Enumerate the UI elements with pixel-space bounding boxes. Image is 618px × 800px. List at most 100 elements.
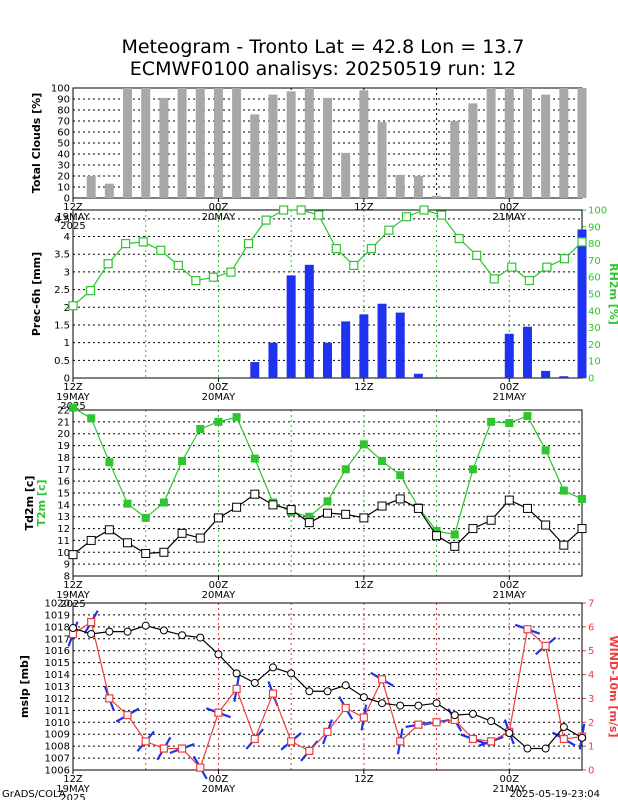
y-tick-label: 0 [64,374,70,385]
wind-marker [268,689,278,698]
y-tick-label: 60 [57,128,70,139]
rh-marker [401,212,412,222]
x-day-label: 21MAY [493,212,527,223]
mslp-marker [578,733,586,742]
y2-tick-label: 4 [588,670,594,681]
td2m-marker [377,501,387,511]
y-tick-label: 50 [57,139,70,150]
td2m-marker [359,513,369,523]
mslp-marker [341,681,350,690]
y-tick-label: 80 [57,106,70,117]
y-tick-label: 1020 [45,599,70,610]
rh-marker [436,210,447,220]
rh-marker [279,205,289,215]
y-tick-label: 0 [64,194,70,205]
wind-marker [232,684,241,693]
y-tick-label: 20 [57,172,70,183]
rh-line [72,209,583,307]
y2-tick-label: 7 [588,599,594,610]
t2m-marker [541,446,550,455]
t2m-marker [359,440,368,449]
x-day-label: 20MAY [202,590,236,601]
rh-marker [472,250,482,260]
mslp-marker [123,627,132,636]
y-tick-label: 11 [57,536,70,547]
y2-axis-label: WIND-10m [m/s] [607,635,618,737]
mslp-marker [323,687,332,696]
td2m-marker [141,548,151,558]
x-tick-label: 12Z [63,580,83,591]
cloud-bar [359,90,369,198]
wind-marker [305,746,314,756]
y-tick-label: 1013 [45,682,70,693]
x-year-label: 2025 [60,793,85,800]
wind-marker [414,720,423,729]
mslp-marker [432,699,441,708]
x-day-label: 21MAY [493,392,527,403]
mslp-marker [287,669,296,678]
rh-marker [103,259,113,269]
x-tick-label: 12Z [63,382,83,393]
y-axis-label: Td2m [c] [23,476,36,531]
rh-marker [243,239,254,249]
td2m-marker [159,547,169,557]
t2m-marker [105,458,114,467]
cloud-bar [86,176,96,198]
t2m-marker [378,456,387,465]
x-tick-label: 00Z [499,382,519,393]
rh-marker [454,233,464,244]
mslp-marker [105,627,114,636]
cloud-bar [377,122,387,198]
x-tick-label: 00Z [499,774,519,785]
wind-marker [196,763,205,772]
cloud-bar [395,174,405,198]
cloud-bar [413,176,423,198]
t2m-marker [559,486,568,495]
y-tick-label: 4 [64,232,70,243]
td2m-marker [268,500,278,510]
rh-marker [559,254,570,264]
rh-marker [314,210,324,220]
y-tick-label: 30 [57,161,70,172]
t2m-marker [432,526,441,535]
cloud-bar [323,97,332,198]
t2m-marker [450,530,459,539]
t2m-marker [523,411,532,420]
td2m-marker [304,518,314,528]
y2-tick-label: 0 [588,374,594,385]
td2m-marker [450,541,460,551]
rh-marker [226,267,236,277]
y-tick-label: 40 [57,150,70,161]
t2m-marker [87,414,96,423]
cloud-bar [304,88,314,198]
mslp-marker [141,621,150,630]
wind-marker [559,734,568,744]
mslp-marker [69,624,77,633]
mslp-marker [232,669,241,678]
rh-marker [261,215,271,225]
cloud-bar [341,152,351,198]
y-axis-label-2: T2m [c] [35,479,48,526]
rh-marker [138,237,148,247]
y-tick-label: 8 [64,572,70,583]
x-tick-label: 00Z [499,580,519,591]
wind-marker [105,694,114,703]
mslp-marker [505,729,514,738]
y2-axis-label: RH2m [%] [607,263,618,325]
wind-marker [523,625,532,634]
t2m-marker [123,499,132,508]
precip-rh-panel: 0 0.5 1 1.5 2 2.5 3 3.5 4 4.5 0 10 20 30 40 50 60 70 80 90 1… [30,205,618,412]
x-day-label: 21MAY [493,590,527,601]
mslp-marker [468,709,477,718]
t2m-marker [396,471,405,480]
y-tick-label: 70 [57,117,70,128]
t2m-marker [196,424,205,433]
td2m-marker [522,503,532,513]
mslp-marker [87,630,96,639]
chart-title-line2: ECMWF0100 analisys: 20250519 run: 12 [130,58,516,80]
rh-marker [577,237,587,247]
y2-tick-label: 3 [588,694,594,705]
t2m-marker [250,454,259,463]
y-tick-label: 1014 [45,670,70,681]
wind-marker [323,727,332,736]
